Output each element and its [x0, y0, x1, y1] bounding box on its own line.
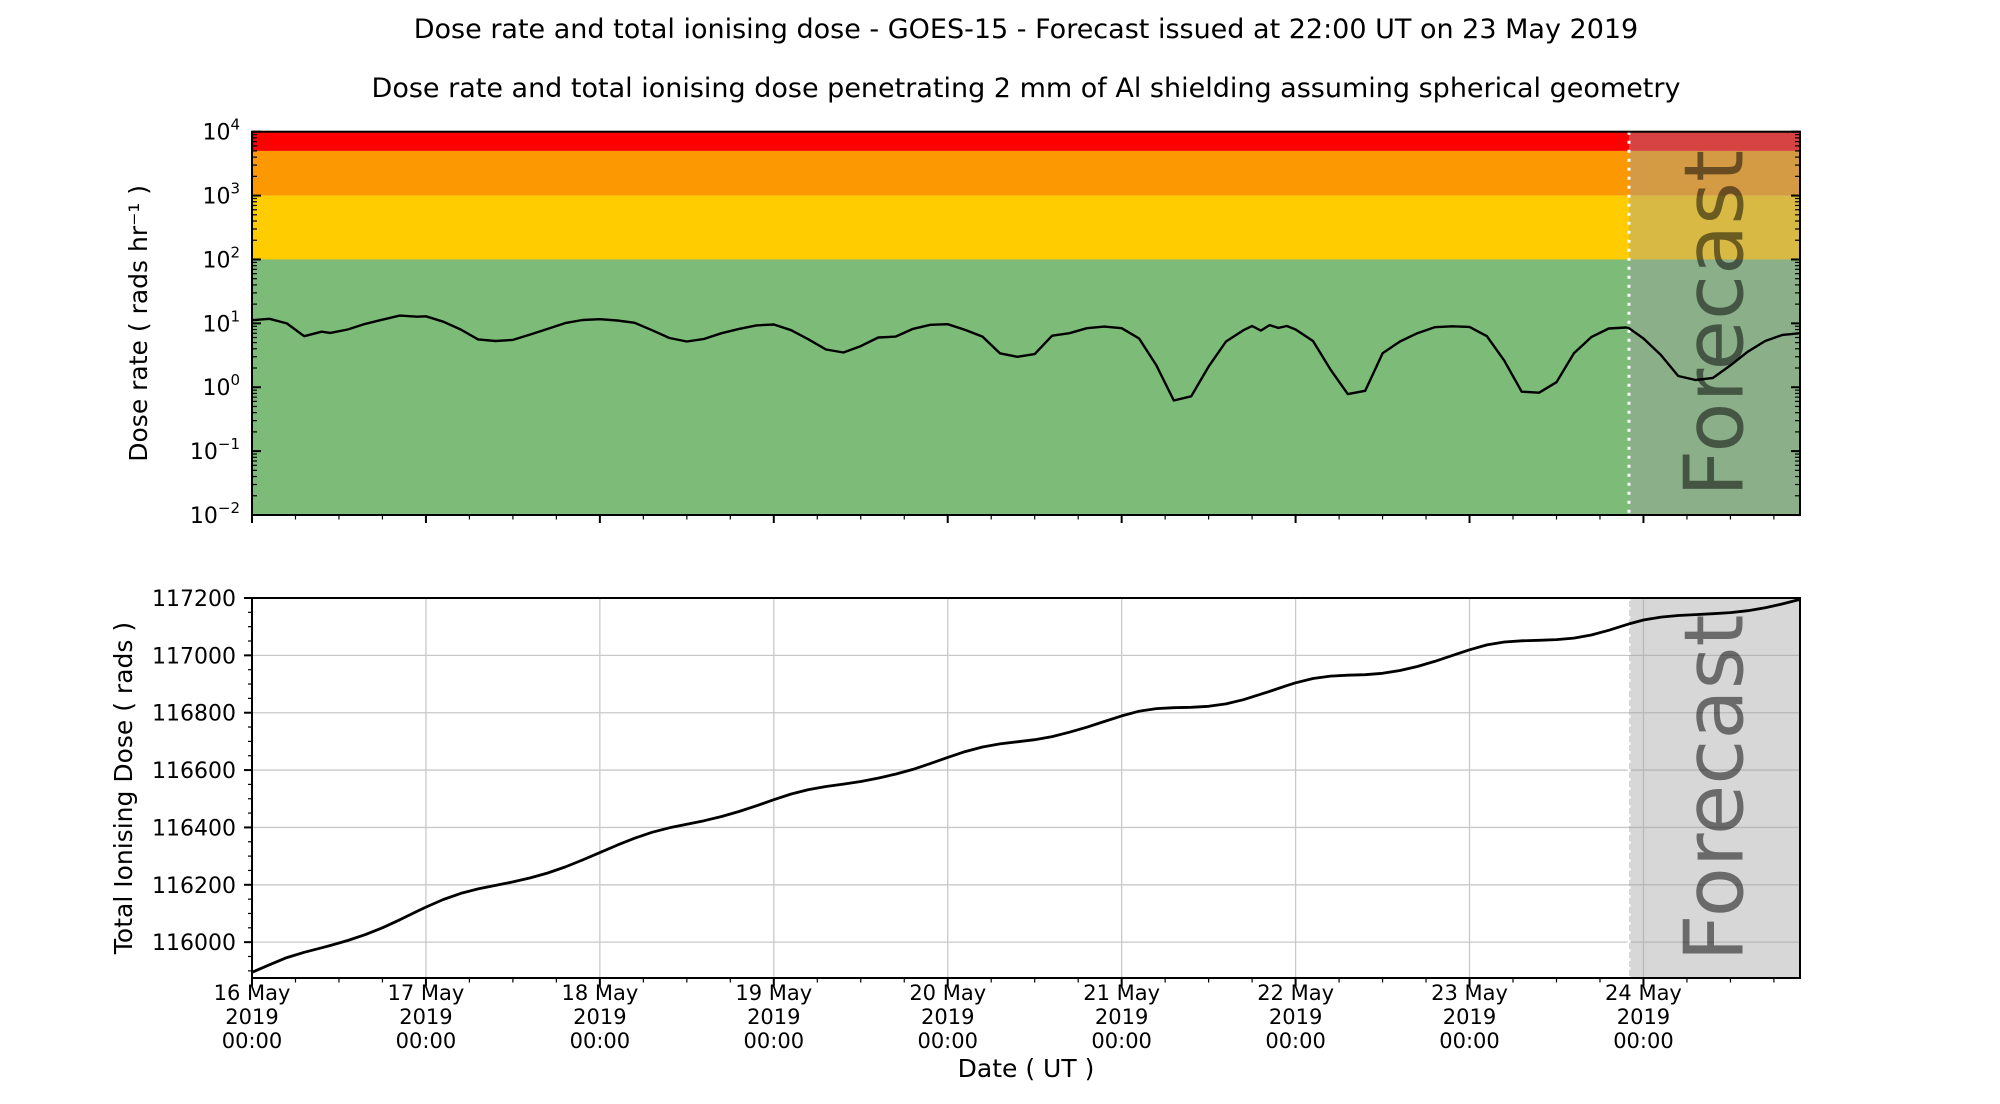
y-tick-label: 100 — [202, 371, 240, 401]
y-tick-label: 10−2 — [190, 499, 240, 529]
x-tick-label: 2019 — [921, 1005, 974, 1029]
x-tick-label: 2019 — [1617, 1005, 1670, 1029]
dose-rate-y-axis: 10−2 10−1 100 101 102 103 104 — [190, 116, 1800, 529]
x-tick-label: 00:00 — [222, 1029, 283, 1053]
y-tick-label: 103 — [202, 180, 240, 210]
x-tick-label: 21 May — [1083, 981, 1160, 1005]
forecast-region-top — [1628, 131, 1800, 515]
y-tick-label: 102 — [202, 243, 240, 273]
x-tick-label: 18 May — [561, 981, 638, 1005]
y-tick-label: 116800 — [152, 702, 236, 727]
x-tick-label: 24 May — [1605, 981, 1682, 1005]
y-tick-label: 101 — [202, 307, 240, 337]
band-normal — [252, 259, 1800, 515]
x-tick-label: 2019 — [747, 1005, 800, 1029]
x-tick-label: 00:00 — [1439, 1029, 1500, 1053]
x-tick-label: 00:00 — [1613, 1029, 1674, 1053]
x-tick-label: 2019 — [1269, 1005, 1322, 1029]
total-dose-panel: Forecast11600011620011640011660011680011… — [109, 587, 1801, 1083]
x-tick-label: 00:00 — [396, 1029, 457, 1053]
y-tick-label: 104 — [202, 116, 240, 146]
dose-rate-frame — [251, 130, 1801, 516]
x-tick-label: 00:00 — [917, 1029, 978, 1053]
dose-rate-x-axis — [251, 515, 1775, 523]
band-high — [252, 150, 1800, 196]
x-tick-label: 23 May — [1431, 981, 1508, 1005]
total-dose-y-axis: 116000 116200 116400 116600 116800 117000 1172… — [152, 587, 252, 972]
x-tick-label: 00:00 — [570, 1029, 631, 1053]
x-tick-label: 16 May — [214, 981, 291, 1005]
x-tick-label: 00:00 — [1091, 1029, 1152, 1053]
total-dose-y-label: Total Ionising Dose ( rads ) — [109, 622, 138, 955]
dose-rate-panel: Forecast 10−2 10−1 100 101 102 103 104 Dose rate… — [124, 116, 1801, 529]
y-tick-label: 116600 — [152, 759, 236, 784]
x-tick-label: 22 May — [1257, 981, 1334, 1005]
forecast-region-bottom — [1628, 598, 1800, 978]
x-tick-label: 17 May — [388, 981, 465, 1005]
x-tick-label: 2019 — [1443, 1005, 1496, 1029]
x-tick-label: 2019 — [225, 1005, 278, 1029]
total-dose-line — [251, 598, 1801, 974]
y-tick-label: 10−1 — [190, 435, 240, 465]
x-tick-label: 00:00 — [744, 1029, 805, 1053]
dose-rate-y-label: Dose rate ( rads hr⁻¹ ) — [124, 185, 153, 462]
figure-title: Dose rate and total ionising dose - GOES… — [413, 14, 1639, 45]
y-tick-label: 117200 — [152, 587, 236, 612]
x-tick-label: 2019 — [573, 1005, 626, 1029]
y-tick-label: 117000 — [152, 644, 236, 669]
x-tick-label: 2019 — [1095, 1005, 1148, 1029]
figure-subtitle: Dose rate and total ionising dose penetr… — [371, 73, 1681, 104]
y-tick-label: 116000 — [152, 931, 236, 956]
x-tick-label: 20 May — [909, 981, 986, 1005]
x-tick-label: 00:00 — [1265, 1029, 1326, 1053]
date-x-label: Date ( UT ) — [958, 1054, 1095, 1083]
x-tick-label: 2019 — [399, 1005, 452, 1029]
y-tick-label: 116400 — [152, 816, 236, 841]
forecast-watermark-bottom: Forecast — [1667, 615, 1762, 962]
y-tick-label: 116200 — [152, 874, 236, 899]
dose-rate-line — [251, 314, 1801, 402]
band-severe — [252, 131, 1800, 151]
forecast-watermark-top: Forecast — [1667, 150, 1762, 497]
grid — [252, 597, 1800, 978]
x-tick-label: 19 May — [735, 981, 812, 1005]
band-elevated — [252, 195, 1800, 260]
total-dose-frame — [251, 597, 1801, 979]
